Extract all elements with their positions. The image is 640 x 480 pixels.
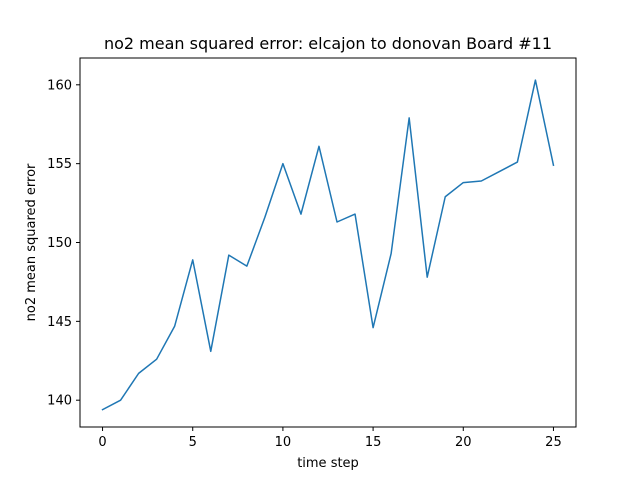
x-tick-label: 10 xyxy=(275,435,292,450)
y-axis: 140 145 150 155 160 xyxy=(47,78,80,409)
x-tick-label: 0 xyxy=(98,435,106,450)
chart-title: no2 mean squared error: elcajon to donov… xyxy=(104,34,552,53)
x-axis-title: time step xyxy=(297,456,359,471)
x-tick-label: 25 xyxy=(545,435,562,450)
series-line xyxy=(101,79,555,411)
y-tick-label: 150 xyxy=(47,236,72,251)
y-tick-label: 160 xyxy=(47,78,72,93)
x-tick-label: 20 xyxy=(455,435,472,450)
y-tick-label: 140 xyxy=(47,394,72,409)
plot-frame xyxy=(79,57,577,428)
y-tick-label: 155 xyxy=(47,157,72,172)
y-tick-label: 145 xyxy=(47,315,72,330)
x-tick-label: 15 xyxy=(365,435,382,450)
plot-area xyxy=(101,79,555,411)
x-axis: 0 5 10 15 20 25 xyxy=(98,427,562,450)
y-axis-title: no2 mean squared error xyxy=(24,163,39,321)
x-tick-label: 5 xyxy=(189,435,197,450)
